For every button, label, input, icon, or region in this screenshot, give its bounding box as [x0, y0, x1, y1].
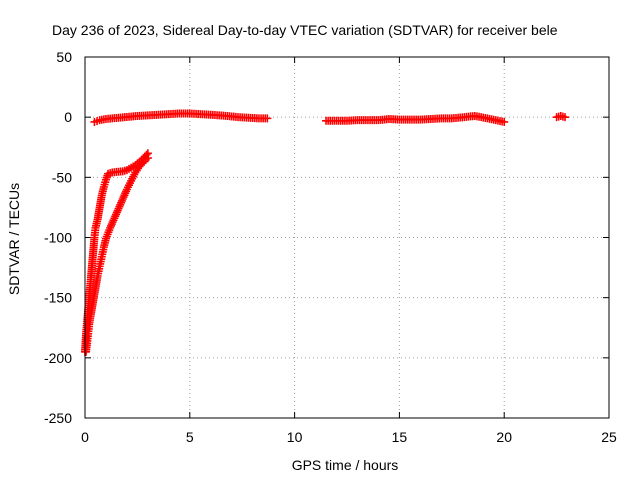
- y-tick-label: -100: [44, 230, 72, 246]
- x-tick-label: 15: [392, 429, 408, 445]
- y-tick-label: -250: [44, 410, 72, 426]
- data-point: [560, 113, 569, 122]
- x-axis-ticks: 0 5 10 15 20 25: [81, 57, 617, 445]
- y-tick-label: 0: [64, 109, 72, 125]
- data-point: [263, 114, 272, 123]
- chart-title: Day 236 of 2023, Sidereal Day-to-day VTE…: [52, 22, 558, 38]
- plot-frame: [84, 56, 610, 419]
- x-tick-label: 10: [287, 429, 303, 445]
- x-tick-label: 0: [81, 429, 89, 445]
- y-tick-label: -50: [52, 169, 72, 185]
- data-point: [500, 117, 509, 126]
- x-tick-label: 20: [496, 429, 512, 445]
- grid-lines: [85, 57, 609, 418]
- y-tick-label: 50: [56, 49, 72, 65]
- x-tick-label: 25: [601, 429, 617, 445]
- y-tick-label: -150: [44, 290, 72, 306]
- y-axis-ticks: 50 0 -50 -100 -150 -200 -250: [44, 49, 609, 426]
- y-axis-label: SDTVAR / TECUs: [6, 183, 22, 295]
- data-point: [143, 154, 152, 163]
- x-axis-label: GPS time / hours: [292, 457, 399, 473]
- y-tick-label: -200: [44, 350, 72, 366]
- data-points: [81, 109, 569, 356]
- x-tick-label: 5: [186, 429, 194, 445]
